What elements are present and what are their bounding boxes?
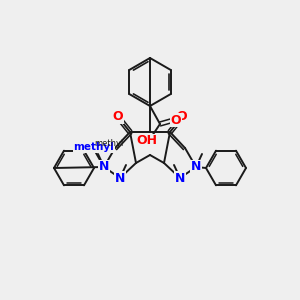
Text: methyl: methyl [74,142,114,152]
Text: O: O [171,113,181,127]
Text: methyl: methyl [94,139,123,148]
Text: OH: OH [136,134,158,148]
Text: N: N [191,160,201,173]
Text: N: N [115,172,125,184]
Text: N: N [175,172,185,184]
Text: O: O [113,110,123,124]
Text: N: N [99,160,109,173]
Text: O: O [177,110,187,124]
